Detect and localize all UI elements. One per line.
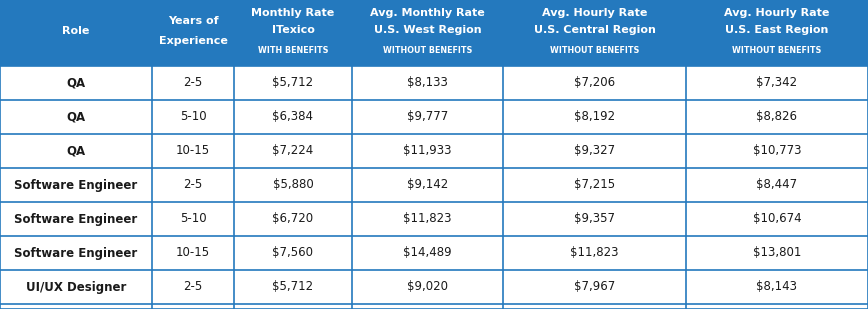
Text: $7,560: $7,560 <box>273 247 313 260</box>
Text: QA: QA <box>66 111 86 124</box>
Text: Software Engineer: Software Engineer <box>15 247 137 260</box>
Text: WITH BENEFITS: WITH BENEFITS <box>258 46 328 55</box>
Text: Avg. Hourly Rate: Avg. Hourly Rate <box>724 8 830 18</box>
Text: 2-5: 2-5 <box>183 77 203 90</box>
Text: 10-15: 10-15 <box>176 247 210 260</box>
Bar <box>0 168 868 202</box>
Text: 5-10: 5-10 <box>180 111 207 124</box>
Text: $9,142: $9,142 <box>407 179 448 192</box>
Text: Monthly Rate: Monthly Rate <box>252 8 334 18</box>
Text: Software Engineer: Software Engineer <box>15 213 137 226</box>
Text: QA: QA <box>66 145 86 158</box>
Bar <box>0 0 868 66</box>
Text: 5-10: 5-10 <box>180 213 207 226</box>
Text: $8,192: $8,192 <box>574 111 615 124</box>
Text: $9,777: $9,777 <box>407 111 448 124</box>
Text: $6,720: $6,720 <box>273 213 313 226</box>
Text: Software Engineer: Software Engineer <box>15 179 137 192</box>
Text: $10,674: $10,674 <box>753 213 801 226</box>
Text: QA: QA <box>66 77 86 90</box>
Text: 2-5: 2-5 <box>183 281 203 294</box>
Text: $14,489: $14,489 <box>403 247 452 260</box>
Text: $8,143: $8,143 <box>756 281 798 294</box>
Text: $11,933: $11,933 <box>404 145 451 158</box>
Text: U.S. Central Region: U.S. Central Region <box>534 25 655 35</box>
Text: $7,967: $7,967 <box>574 281 615 294</box>
Text: Avg. Hourly Rate: Avg. Hourly Rate <box>542 8 648 18</box>
Text: $7,215: $7,215 <box>574 179 615 192</box>
Text: $8,133: $8,133 <box>407 77 448 90</box>
Text: ITexico: ITexico <box>272 25 314 35</box>
Text: $8,447: $8,447 <box>756 179 798 192</box>
Text: 2-5: 2-5 <box>183 179 203 192</box>
Text: Experience: Experience <box>159 36 227 46</box>
Text: $7,342: $7,342 <box>756 77 798 90</box>
Text: WITHOUT BENEFITS: WITHOUT BENEFITS <box>733 46 821 55</box>
Text: WITHOUT BENEFITS: WITHOUT BENEFITS <box>383 46 472 55</box>
Text: $8,826: $8,826 <box>756 111 798 124</box>
Text: Avg. Monthly Rate: Avg. Monthly Rate <box>370 8 485 18</box>
Text: $5,712: $5,712 <box>273 281 313 294</box>
Text: U.S. East Region: U.S. East Region <box>725 25 829 35</box>
Text: WITHOUT BENEFITS: WITHOUT BENEFITS <box>550 46 639 55</box>
Bar <box>0 236 868 270</box>
Text: $6,384: $6,384 <box>273 111 313 124</box>
Text: $9,327: $9,327 <box>574 145 615 158</box>
Text: $9,357: $9,357 <box>574 213 615 226</box>
Text: U.S. West Region: U.S. West Region <box>374 25 481 35</box>
Text: $5,712: $5,712 <box>273 77 313 90</box>
Text: $5,880: $5,880 <box>273 179 313 192</box>
Bar <box>0 134 868 168</box>
Text: $9,020: $9,020 <box>407 281 448 294</box>
Text: $10,773: $10,773 <box>753 145 801 158</box>
Text: Years of: Years of <box>168 16 219 26</box>
Text: UI/UX Designer: UI/UX Designer <box>26 281 126 294</box>
Text: Role: Role <box>62 26 89 36</box>
Text: 10-15: 10-15 <box>176 145 210 158</box>
Text: $13,801: $13,801 <box>753 247 801 260</box>
Text: $11,823: $11,823 <box>570 247 619 260</box>
Text: $11,823: $11,823 <box>404 213 451 226</box>
Bar <box>0 100 868 134</box>
Bar <box>0 202 868 236</box>
Bar <box>0 270 868 304</box>
Text: $7,224: $7,224 <box>273 145 313 158</box>
Bar <box>0 66 868 100</box>
Text: $7,206: $7,206 <box>574 77 615 90</box>
